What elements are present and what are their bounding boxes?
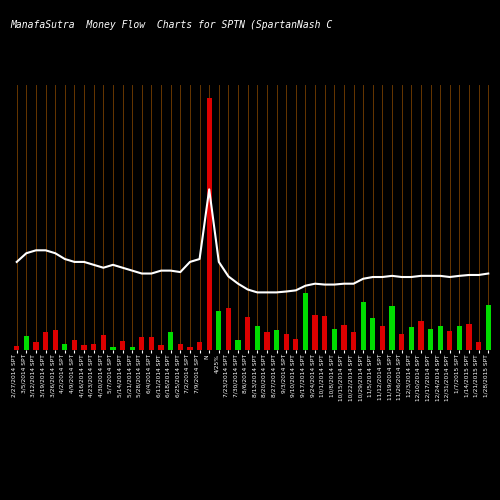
Bar xyxy=(254,326,260,350)
Bar xyxy=(62,344,68,350)
Bar xyxy=(274,330,279,350)
Bar xyxy=(52,330,58,350)
Text: ManafaSutra  Money Flow  Charts for SPTN: ManafaSutra Money Flow Charts for SPTN xyxy=(10,20,245,30)
Bar xyxy=(390,306,394,350)
Bar xyxy=(293,338,298,350)
Bar xyxy=(466,324,471,350)
Bar xyxy=(351,332,356,350)
Bar xyxy=(342,325,346,350)
Bar xyxy=(178,344,183,350)
Bar xyxy=(168,332,173,350)
Bar xyxy=(476,342,482,350)
Bar xyxy=(226,308,231,350)
Bar xyxy=(370,318,376,350)
Bar xyxy=(447,331,452,350)
Bar xyxy=(197,342,202,350)
Bar xyxy=(332,328,337,350)
Bar xyxy=(428,328,433,350)
Bar xyxy=(236,340,240,350)
Bar xyxy=(380,326,385,350)
Bar xyxy=(24,336,29,350)
Bar xyxy=(110,348,116,350)
Bar xyxy=(100,335,106,350)
Bar xyxy=(486,304,491,350)
Bar xyxy=(14,346,20,350)
Bar xyxy=(43,332,49,350)
Bar xyxy=(72,340,77,350)
Bar xyxy=(303,293,308,350)
Bar xyxy=(456,326,462,350)
Bar xyxy=(91,344,96,350)
Bar xyxy=(399,334,404,350)
Bar xyxy=(149,338,154,350)
Bar xyxy=(408,328,414,350)
Bar xyxy=(418,321,424,350)
Bar xyxy=(284,334,289,350)
Bar xyxy=(264,332,270,350)
Bar xyxy=(130,348,135,350)
Bar xyxy=(245,317,250,350)
Bar xyxy=(139,338,144,350)
Text: (SpartanNash C: (SpartanNash C xyxy=(250,20,332,30)
Bar xyxy=(438,326,443,350)
Bar xyxy=(82,345,86,350)
Bar xyxy=(120,341,125,350)
Bar xyxy=(158,345,164,350)
Bar xyxy=(322,316,328,350)
Bar xyxy=(188,348,192,350)
Bar xyxy=(34,342,38,350)
Bar xyxy=(216,311,222,350)
Bar xyxy=(312,314,318,350)
Bar xyxy=(206,98,212,350)
Bar xyxy=(360,302,366,350)
